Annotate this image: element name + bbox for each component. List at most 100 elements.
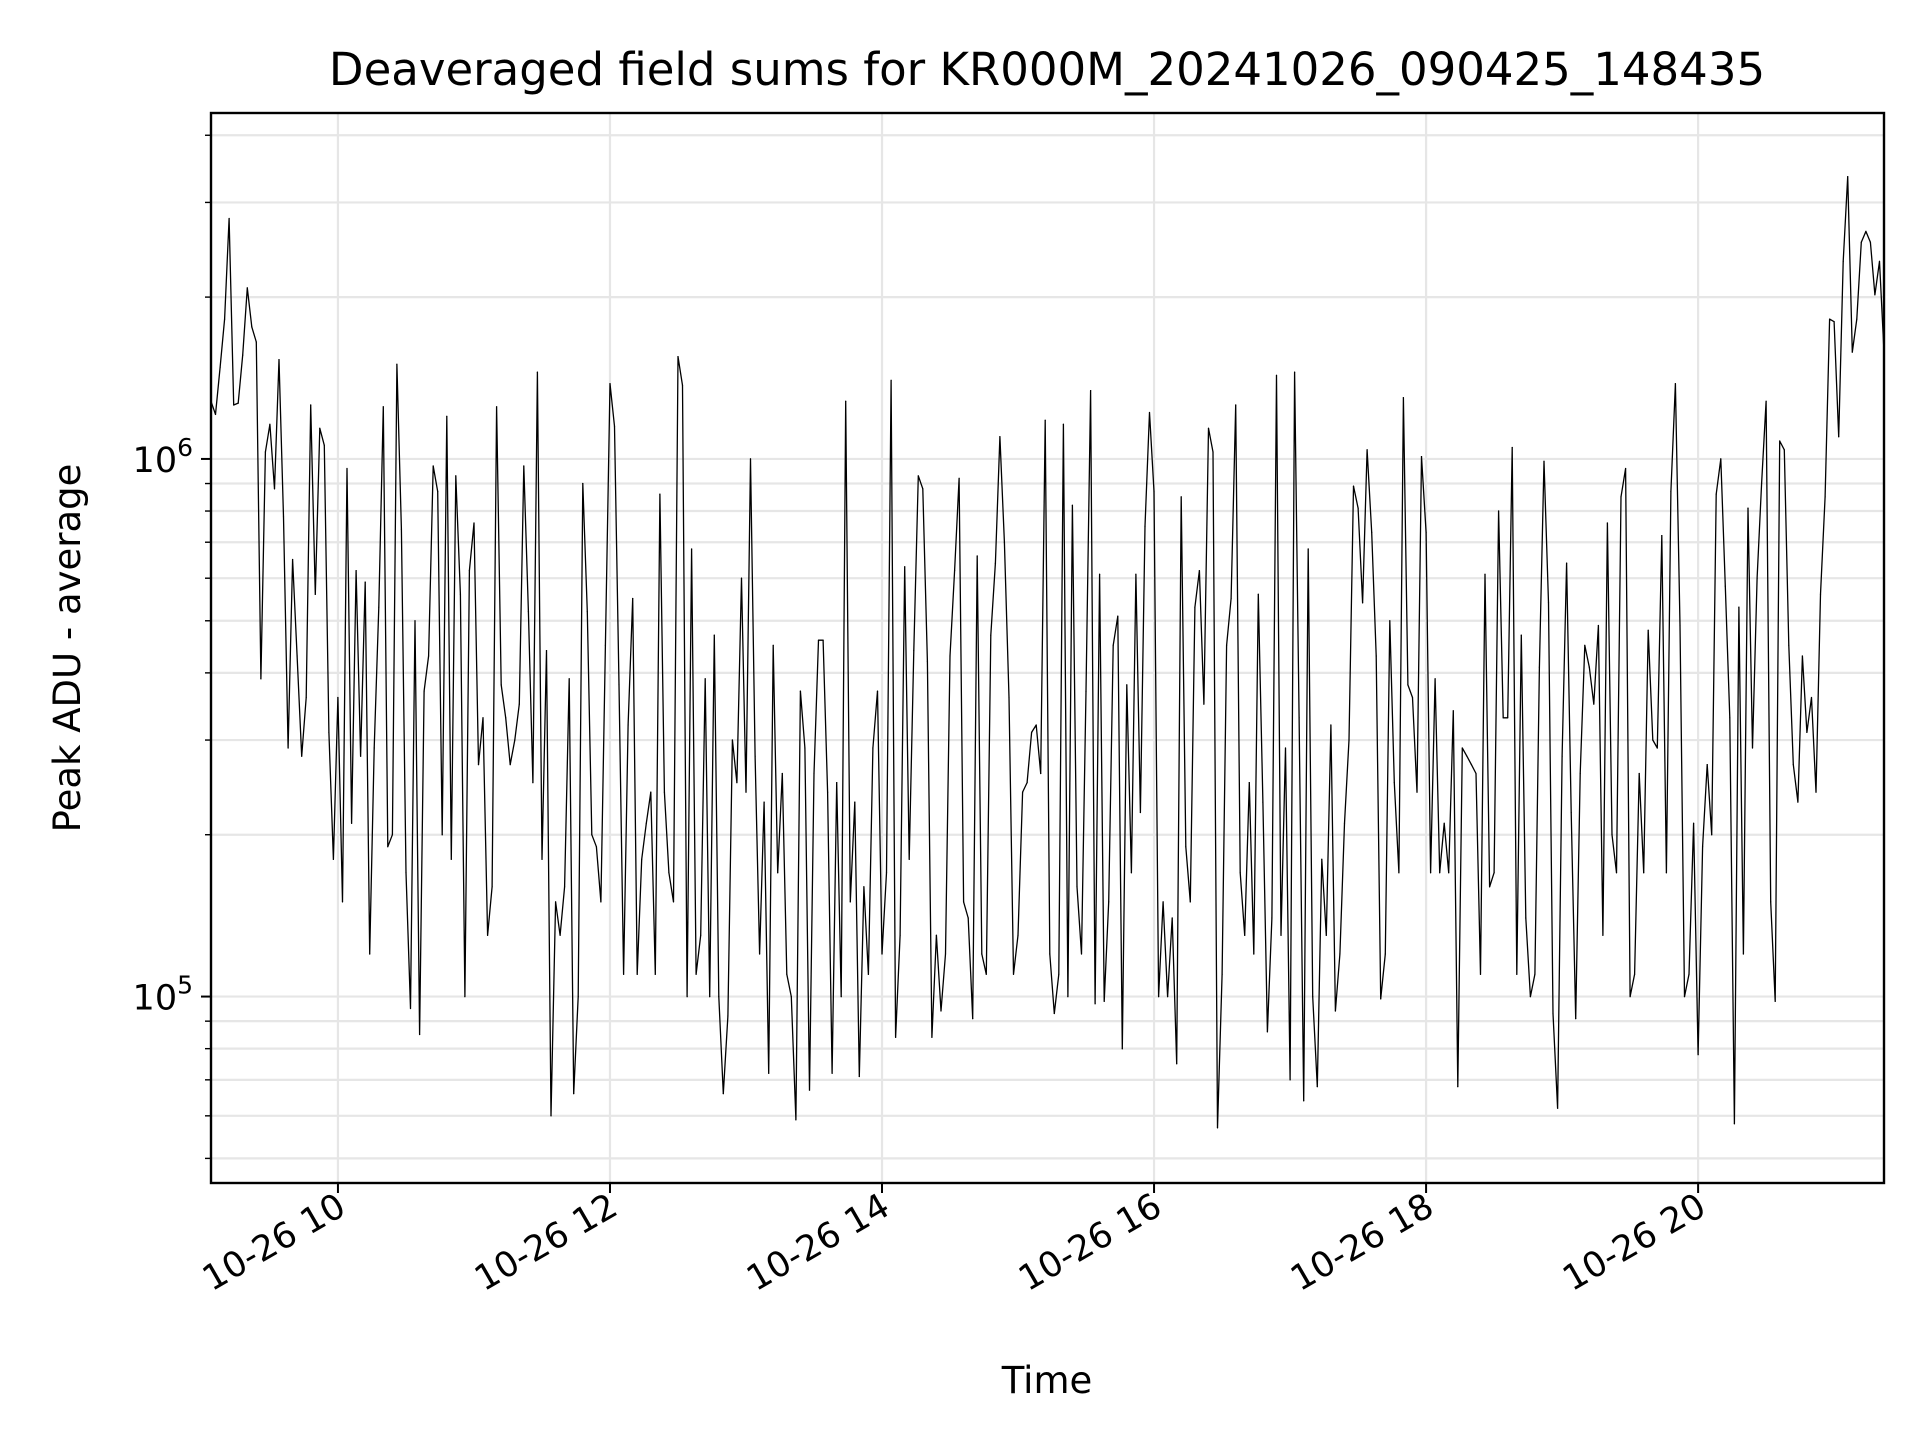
data-point — [740, 577, 743, 579]
data-point — [1652, 739, 1654, 741]
data-point — [237, 402, 239, 404]
data-point — [1257, 593, 1259, 595]
data-point — [994, 562, 997, 564]
data-point — [1606, 522, 1608, 524]
data-point — [273, 488, 276, 490]
data-point — [1212, 451, 1214, 453]
data-point — [790, 996, 792, 998]
data-point — [600, 901, 602, 903]
data-point — [1316, 1086, 1318, 1088]
data-point — [1058, 973, 1060, 975]
data-point — [695, 973, 697, 975]
data-point — [1824, 496, 1826, 498]
data-point — [1856, 318, 1858, 320]
data-point — [904, 566, 906, 568]
data-point — [867, 973, 870, 975]
data-point — [972, 1018, 974, 1020]
data-point — [1194, 606, 1196, 608]
data-point — [1615, 872, 1618, 874]
data-point — [1502, 717, 1504, 719]
data-point — [1756, 577, 1758, 579]
data-point — [1493, 872, 1495, 874]
data-point — [745, 791, 747, 793]
data-point — [360, 755, 362, 757]
data-point — [736, 782, 738, 784]
data-point — [1108, 901, 1110, 903]
data-point — [591, 834, 593, 836]
data-point — [1244, 934, 1246, 936]
data-point — [799, 690, 802, 692]
data-point — [627, 724, 629, 726]
data-point — [473, 522, 475, 524]
data-point — [1611, 834, 1613, 836]
data-point — [1797, 801, 1799, 803]
data-point — [768, 1072, 770, 1074]
y-tick-label: 105 — [133, 971, 193, 1019]
data-point — [487, 934, 489, 936]
data-point — [772, 644, 774, 647]
data-point — [1135, 573, 1137, 575]
data-point — [1806, 731, 1808, 734]
data-point — [1461, 747, 1463, 749]
data-point — [1126, 684, 1128, 686]
data-point — [568, 678, 570, 680]
data-point — [409, 1007, 412, 1010]
data-point — [391, 834, 393, 836]
data-point — [1702, 846, 1704, 848]
data-point — [954, 570, 956, 572]
data-point — [228, 217, 230, 220]
data-point — [509, 764, 511, 766]
data-point — [1280, 934, 1282, 936]
data-point — [1697, 1054, 1699, 1056]
y-axis-label: Peak ADU - average — [46, 464, 89, 833]
data-point — [505, 717, 507, 719]
data-point — [727, 1015, 729, 1017]
data-point — [604, 644, 607, 647]
data-point — [550, 1115, 552, 1117]
data-point — [623, 973, 625, 975]
data-point — [1688, 973, 1690, 975]
data-point — [328, 731, 330, 734]
data-point — [1303, 1100, 1305, 1102]
data-point — [1529, 996, 1531, 998]
data-point — [863, 886, 865, 888]
data-point — [677, 356, 679, 358]
data-point — [749, 458, 752, 460]
data-point — [1779, 440, 1781, 442]
data-point — [1765, 400, 1767, 402]
data-point — [1393, 782, 1395, 784]
series-line — [210, 176, 1885, 1129]
data-point — [1262, 801, 1264, 803]
data-point — [364, 581, 366, 583]
data-point — [804, 747, 806, 749]
data-point — [577, 996, 579, 998]
data-point — [1679, 624, 1681, 627]
data-point — [813, 772, 815, 775]
data-point — [908, 858, 910, 860]
data-point — [382, 406, 384, 408]
data-point — [691, 548, 693, 550]
x-tick-label: 10-26 14 — [740, 1186, 896, 1299]
data-point — [1670, 490, 1672, 493]
data-point — [1647, 629, 1649, 631]
data-point — [1430, 872, 1432, 874]
data-point — [523, 465, 525, 467]
data-point — [958, 477, 960, 479]
data-point — [233, 404, 235, 406]
data-point — [1253, 953, 1255, 955]
data-point — [618, 684, 620, 686]
data-point — [935, 934, 938, 936]
data-point — [1747, 507, 1749, 509]
data-point — [1534, 973, 1536, 975]
data-point — [482, 717, 484, 719]
data-point — [704, 678, 706, 680]
y-tick-label: 106 — [133, 433, 193, 481]
data-point — [1022, 791, 1024, 793]
data-point — [301, 755, 303, 757]
data-point — [1402, 397, 1404, 399]
data-point — [1434, 678, 1436, 680]
data-point — [1352, 485, 1355, 487]
data-point — [1439, 872, 1441, 874]
data-point — [1711, 834, 1713, 836]
data-point — [1706, 764, 1708, 766]
